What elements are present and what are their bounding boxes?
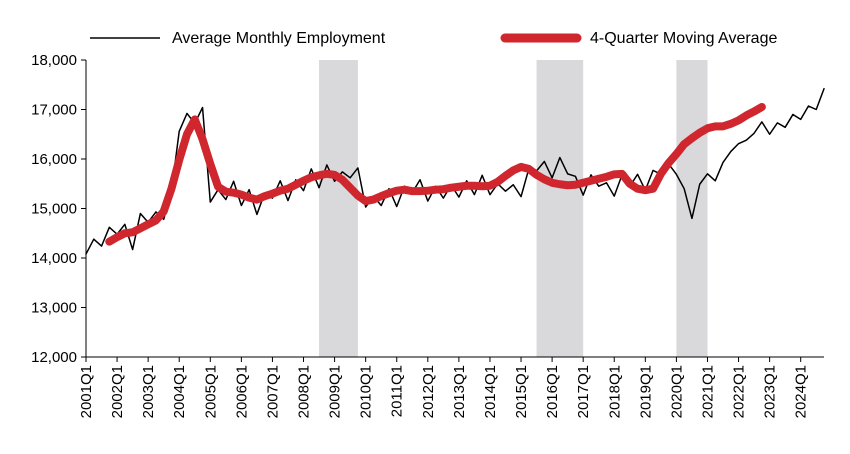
x-tick-label: 2008Q1: [296, 365, 313, 418]
legend: Average Monthly Employment 4-Quarter Mov…: [90, 30, 777, 47]
y-tick-label: 16,000: [31, 151, 77, 168]
x-tick-label: 2016Q1: [544, 365, 561, 418]
x-tick-label: 2003Q1: [140, 365, 157, 418]
x-tick-label: 2011Q1: [389, 365, 406, 417]
legend-label-monthly-employment: Average Monthly Employment: [172, 30, 386, 47]
x-tick-label: 2002Q1: [109, 365, 126, 418]
y-tick-label: 15,000: [31, 201, 77, 218]
x-tick-label: 2017Q1: [575, 365, 592, 418]
x-tick-label: 2001Q1: [78, 365, 95, 418]
x-tick-label: 2020Q1: [668, 365, 685, 418]
x-tick-label: 2014Q1: [482, 365, 499, 418]
shaded-periods: [319, 60, 708, 357]
x-tick-label: 2013Q1: [451, 365, 468, 418]
y-tick-label: 14,000: [31, 250, 77, 267]
x-tick-label: 2018Q1: [606, 365, 623, 418]
x-tick-label: 2007Q1: [264, 365, 281, 418]
x-tick-label: 2010Q1: [358, 365, 375, 418]
y-tick-label: 12,000: [31, 349, 77, 366]
shaded-period-2: [536, 60, 584, 357]
series-line-monthly-employment: [85, 87, 825, 255]
shaded-period-1: [319, 60, 358, 357]
y-tick-label: 13,000: [31, 300, 77, 317]
shaded-period-3: [676, 60, 708, 357]
x-tick-label: 2022Q1: [731, 365, 748, 418]
x-tick-label: 2021Q1: [699, 365, 716, 418]
x-tick-label: 2023Q1: [762, 365, 779, 418]
legend-label-moving-average: 4-Quarter Moving Average: [590, 30, 777, 47]
axes: [85, 60, 824, 358]
x-axis-ticks: 2001Q1 2002Q1 2003Q1 2004Q1 2005Q1 2006Q1 2007…: [78, 357, 810, 418]
series-lines: [85, 87, 825, 255]
x-tick-label: 2012Q1: [420, 365, 437, 418]
x-tick-label: 2006Q1: [233, 365, 250, 418]
x-tick-label: 2005Q1: [202, 365, 219, 418]
x-tick-label: 2004Q1: [171, 365, 188, 418]
x-tick-label: 2009Q1: [327, 365, 344, 418]
x-tick-label: 2024Q1: [793, 365, 810, 418]
y-tick-label: 17,000: [31, 102, 77, 119]
y-tick-label: 18,000: [31, 52, 77, 69]
y-axis-ticks: 12,000 13,000 14,000 15,000 16,000 17,000 18,0…: [31, 52, 86, 366]
series-line-moving-average: [105, 103, 766, 246]
x-tick-label: 2015Q1: [513, 365, 530, 418]
x-tick-label: 2019Q1: [637, 365, 654, 418]
